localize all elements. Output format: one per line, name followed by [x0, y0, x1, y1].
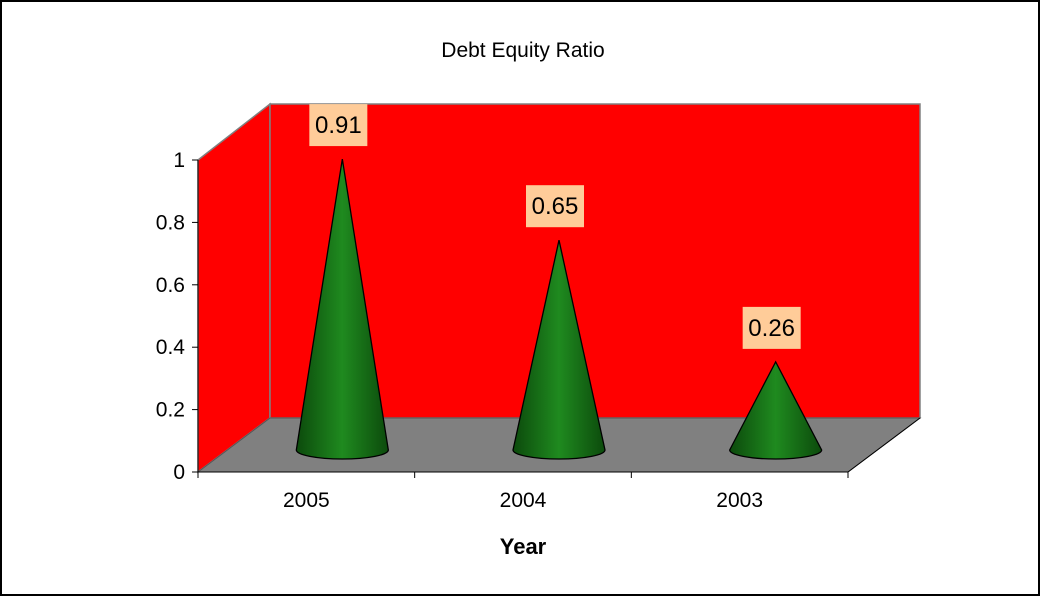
y-tick-label: 0 — [173, 461, 185, 484]
x-tick-label: 2003 — [716, 489, 763, 512]
cone-2005 — [295, 158, 389, 460]
cone-series — [295, 158, 823, 460]
data-label-box — [309, 104, 368, 147]
y-axis-ticks: 0 0.2 0.4 0.6 0.8 1 — [156, 149, 198, 484]
y-tick-label: 0.2 — [156, 399, 185, 422]
y-tick-label: 0.4 — [156, 336, 186, 359]
x-tick-label: 2005 — [283, 489, 330, 512]
side-wall — [197, 102, 271, 474]
data-label: 0.26 — [748, 315, 795, 342]
x-axis-label: Year — [500, 534, 547, 559]
cone-2004 — [512, 240, 606, 460]
data-label: 0.65 — [532, 193, 579, 220]
floor-right-edge — [847, 417, 921, 473]
data-label: 0.91 — [315, 112, 362, 139]
y-tick-label: 0.8 — [156, 211, 185, 234]
cone-2003 — [729, 360, 823, 460]
y-tick-label: 0.6 — [156, 274, 185, 297]
y-tick-label: 1 — [173, 149, 185, 172]
data-label-box — [526, 185, 584, 228]
x-tick-label: 2004 — [500, 489, 547, 512]
x-axis-ticks: 2005 2004 2003 — [197, 472, 849, 512]
data-labels: 0.91 0.65 0.26 — [309, 104, 801, 349]
chart-title: Debt Equity Ratio — [441, 39, 604, 62]
data-label-box — [742, 306, 801, 349]
